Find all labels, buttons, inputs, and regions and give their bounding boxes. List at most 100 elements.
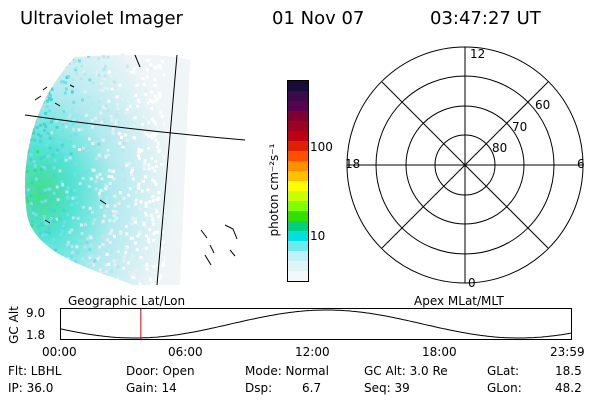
emission-pixel xyxy=(84,113,88,117)
emission-pixel xyxy=(149,63,153,67)
emission-pixel xyxy=(26,149,30,153)
emission-pixel xyxy=(108,278,112,282)
emission-pixel xyxy=(106,55,110,59)
info-seq: Seq: 39 xyxy=(364,381,410,395)
emission-pixel xyxy=(120,167,124,171)
colorbar-swatch xyxy=(288,211,308,221)
emission-pixel xyxy=(104,65,107,69)
emission-pixel xyxy=(139,255,143,259)
emission-pixel xyxy=(141,127,144,131)
emission-pixel xyxy=(47,109,51,113)
emission-pixel xyxy=(91,103,95,107)
emission-pixel xyxy=(69,270,73,274)
emission-pixel xyxy=(148,233,152,237)
emission-pixel xyxy=(123,178,127,182)
emission-pixel xyxy=(34,63,38,67)
emission-pixel xyxy=(101,72,105,76)
emission-pixel xyxy=(119,133,123,137)
emission-pixel xyxy=(44,230,48,234)
emission-pixel xyxy=(75,245,79,249)
emission-pixel xyxy=(112,213,116,217)
emission-pixel xyxy=(145,267,149,271)
emission-pixel xyxy=(164,103,165,107)
emission-pixel xyxy=(154,183,158,186)
date-label: 01 Nov 07 xyxy=(272,8,365,29)
emission-pixel xyxy=(148,207,152,211)
emission-pixel xyxy=(149,278,153,282)
emission-pixel xyxy=(80,64,84,68)
info-glon-label: GLon: xyxy=(487,381,522,395)
emission-pixel xyxy=(104,150,108,154)
emission-pixel xyxy=(144,201,148,205)
emission-pixel xyxy=(74,260,78,264)
emission-pixel xyxy=(100,120,104,124)
emission-pixel xyxy=(104,104,108,108)
emission-pixel xyxy=(58,98,62,102)
emission-pixel xyxy=(46,56,50,59)
emission-pixel xyxy=(163,122,165,126)
emission-pixel xyxy=(181,274,184,277)
colorbar-unit-label: photon cm⁻²s⁻¹ xyxy=(267,143,281,237)
emission-pixel xyxy=(36,104,40,108)
emission-pixel xyxy=(107,70,111,74)
emission-pixel xyxy=(34,112,38,116)
emission-pixel xyxy=(48,97,51,101)
emission-pixel xyxy=(43,188,47,192)
emission-pixel xyxy=(164,180,165,184)
emission-pixel xyxy=(68,156,72,160)
emission-pixel xyxy=(97,100,101,104)
emission-pixel xyxy=(43,166,47,170)
info-gc-alt: GC Alt: 3.0 Re xyxy=(364,364,448,378)
emission-pixel xyxy=(129,110,133,114)
emission-pixel xyxy=(28,245,32,249)
emission-pixel xyxy=(38,101,42,105)
emission-pixel xyxy=(74,68,78,72)
emission-pixel xyxy=(70,245,74,248)
emission-pixel xyxy=(105,275,109,278)
emission-pixel xyxy=(117,201,121,205)
emission-pixel xyxy=(32,207,36,211)
emission-pixel xyxy=(64,81,68,85)
emission-pixel xyxy=(104,270,108,273)
emission-pixel xyxy=(44,199,47,203)
emission-pixel xyxy=(47,140,51,144)
altitude-curve xyxy=(60,309,572,339)
emission-pixel xyxy=(68,273,72,277)
emission-pixel xyxy=(153,78,157,82)
emission-pixel xyxy=(47,227,51,231)
emission-pixel xyxy=(115,278,119,282)
emission-pixel xyxy=(133,268,137,272)
lat-label-70: 70 xyxy=(512,120,528,134)
mlt-label-6: 6 xyxy=(577,157,585,171)
emission-pixel xyxy=(75,72,79,76)
emission-pixel xyxy=(107,138,111,142)
lon-line-1 xyxy=(156,54,178,285)
emission-pixel xyxy=(87,95,91,99)
emission-pixel xyxy=(30,181,34,185)
emission-pixel xyxy=(27,232,31,236)
emission-pixel xyxy=(127,261,131,265)
emission-pixel xyxy=(112,80,116,84)
emission-pixel xyxy=(147,190,151,194)
emission-pixel xyxy=(110,270,113,273)
emission-pixel xyxy=(43,155,47,159)
emission-pixel xyxy=(111,131,115,135)
emission-pixel xyxy=(89,254,93,257)
emission-pixel xyxy=(100,155,104,159)
emission-pixel xyxy=(88,206,92,210)
emission-pixel xyxy=(54,66,58,70)
emission-pixel xyxy=(127,193,131,197)
emission-pixel xyxy=(41,56,45,60)
emission-pixel xyxy=(143,158,147,162)
emission-pixel xyxy=(162,213,165,217)
emission-pixel xyxy=(55,125,59,129)
emission-pixel xyxy=(89,244,93,247)
emission-pixel xyxy=(25,100,29,104)
emission-pixel xyxy=(61,135,65,139)
emission-pixel xyxy=(134,198,138,202)
emission-pixel xyxy=(144,204,148,208)
emission-pixel xyxy=(183,226,186,229)
emission-pixel xyxy=(31,211,35,215)
emission-pixel xyxy=(73,172,76,176)
emission-pixel xyxy=(143,175,147,179)
